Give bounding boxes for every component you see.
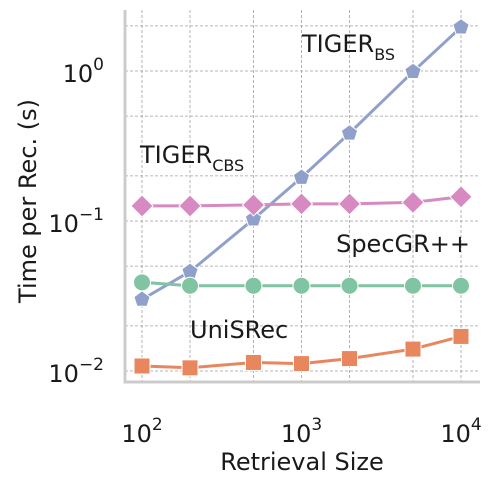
series-tiger-cbs: [130, 185, 473, 218]
marker-tiger-bs-0: [133, 290, 151, 307]
marker-unisrec-6: [452, 327, 470, 345]
y-axis-title: Time per Rec. (s): [14, 99, 42, 304]
marker-unisrec-5: [404, 340, 422, 358]
series-tiger-bs: [133, 18, 470, 307]
marker-unisrec-4: [341, 350, 359, 368]
marker-specgr-2: [244, 276, 263, 295]
marker-specgr-5: [403, 276, 422, 295]
marker-tiger-cbs-5: [401, 190, 425, 215]
marker-tiger-cbs-0: [130, 194, 154, 218]
series-label-tiger-cbs: TIGERCBS: [139, 141, 244, 175]
y-tick-label-2: 100: [63, 55, 104, 88]
x-tick-label-2: 104: [440, 415, 481, 448]
marker-unisrec-1: [181, 359, 199, 377]
marker-tiger-bs-6: [452, 18, 470, 35]
y-tick-label-0: 10−2: [48, 355, 104, 388]
marker-tiger-cbs-2: [241, 193, 266, 217]
tick-labels: 102 103 104 10−2 10−1 100: [48, 55, 481, 448]
axis-spines: [123, 10, 480, 384]
marker-tiger-cbs-3: [289, 192, 314, 216]
marker-tiger-cbs-6: [449, 185, 473, 209]
marker-tiger-cbs-1: [178, 194, 202, 218]
marker-unisrec-3: [293, 355, 310, 373]
marker-specgr-0: [133, 273, 151, 292]
series-label-unisrec: UniSRec: [190, 316, 288, 344]
x-tick-label-0: 102: [121, 415, 162, 448]
marker-tiger-bs-4: [340, 124, 359, 141]
series-labels: TIGERBS TIGERCBS SpecGR++ UniSRec: [139, 30, 470, 344]
series-specgr: [133, 273, 470, 295]
marker-unisrec-2: [244, 353, 262, 371]
series-label-specgr: SpecGR++: [336, 230, 470, 258]
x-axis-title: Retrieval Size: [220, 448, 384, 476]
marker-tiger-bs-2: [244, 209, 263, 227]
series-unisrec: [133, 327, 470, 377]
marker-tiger-bs-3: [292, 168, 311, 185]
series-layer: [130, 18, 473, 377]
marker-specgr-4: [340, 276, 359, 295]
marker-tiger-bs-5: [404, 62, 422, 79]
x-tick-label-1: 103: [281, 415, 322, 448]
marker-specgr-3: [292, 276, 311, 295]
marker-specgr-1: [181, 276, 200, 295]
y-tick-label-1: 10−1: [48, 205, 104, 238]
marker-specgr-6: [452, 276, 470, 295]
marker-tiger-cbs-4: [337, 192, 362, 216]
marker-unisrec-0: [133, 357, 151, 375]
series-label-tiger-bs: TIGERBS: [301, 30, 395, 64]
